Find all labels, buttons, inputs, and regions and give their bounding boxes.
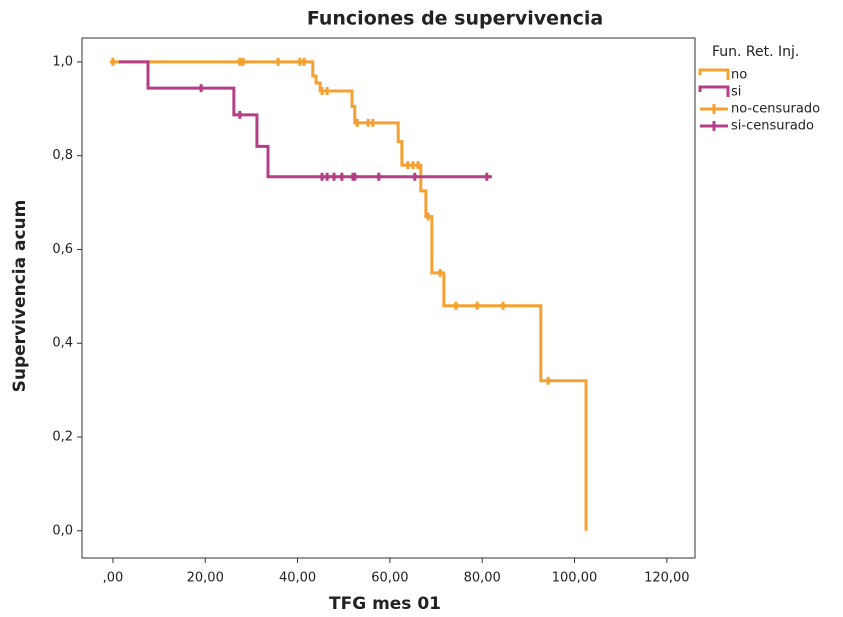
chart-title: Funciones de supervivencia (307, 8, 603, 30)
censor-mark (404, 161, 411, 170)
censor-mark (437, 268, 444, 277)
y-tick-label: 1,0 (52, 54, 73, 69)
censor-mark (409, 161, 416, 170)
censor-mark (499, 301, 506, 310)
legend-label: no-censurado (731, 102, 820, 117)
censor-mark (425, 212, 432, 221)
censor-mark (452, 301, 459, 310)
censor-mark (411, 172, 418, 181)
censor-mark (319, 172, 326, 181)
x-tick-label: 20,00 (187, 571, 224, 586)
censor-mark (319, 86, 326, 95)
legend-swatch (698, 68, 730, 80)
legend-label: si-censurado (731, 119, 814, 134)
censor-mark (415, 161, 422, 170)
survival-line (112, 60, 588, 531)
y-tick-label: 0,8 (52, 148, 73, 163)
censor-mark (324, 172, 331, 181)
censor-mark (331, 172, 338, 181)
censor-mark (375, 172, 382, 181)
legend-swatch (698, 85, 730, 97)
censor-mark (301, 57, 308, 66)
x-tick-label: 80,00 (464, 571, 501, 586)
censor-mark (275, 57, 282, 66)
censor-mark (545, 376, 552, 385)
y-tick-label: 0,4 (52, 336, 73, 351)
x-tick-label: 120,00 (644, 571, 690, 586)
plot-frame (81, 37, 696, 559)
censor-mark (369, 118, 376, 127)
legend-swatch (700, 121, 728, 131)
survival-line (118, 60, 492, 179)
legend-swatch (700, 104, 728, 114)
legend-label: no (731, 68, 747, 83)
censor-mark (351, 172, 358, 181)
y-tick-label: 0,0 (52, 523, 73, 538)
censor-mark (483, 172, 490, 181)
censor-mark (338, 172, 345, 181)
censor-mark (240, 57, 247, 66)
censor-mark (198, 84, 205, 93)
censor-mark (474, 301, 481, 310)
x-tick-label: 60,00 (371, 571, 408, 586)
y-tick-label: 0,6 (52, 242, 73, 257)
x-tick-label: 40,00 (279, 571, 316, 586)
legend-label: si (731, 85, 741, 100)
censor-mark (236, 110, 243, 119)
censor-mark (109, 57, 116, 66)
censor-mark (354, 118, 361, 127)
censor-mark (324, 86, 331, 95)
x-tick-label: 100,00 (552, 571, 598, 586)
y-axis-title: Supervivencia acum (10, 200, 30, 393)
legend-title: Fun. Ret. Inj. (712, 44, 799, 60)
y-tick-label: 0,2 (52, 430, 73, 445)
x-axis-title: TFG mes 01 (329, 594, 441, 614)
x-tick-label: ,00 (103, 571, 124, 586)
